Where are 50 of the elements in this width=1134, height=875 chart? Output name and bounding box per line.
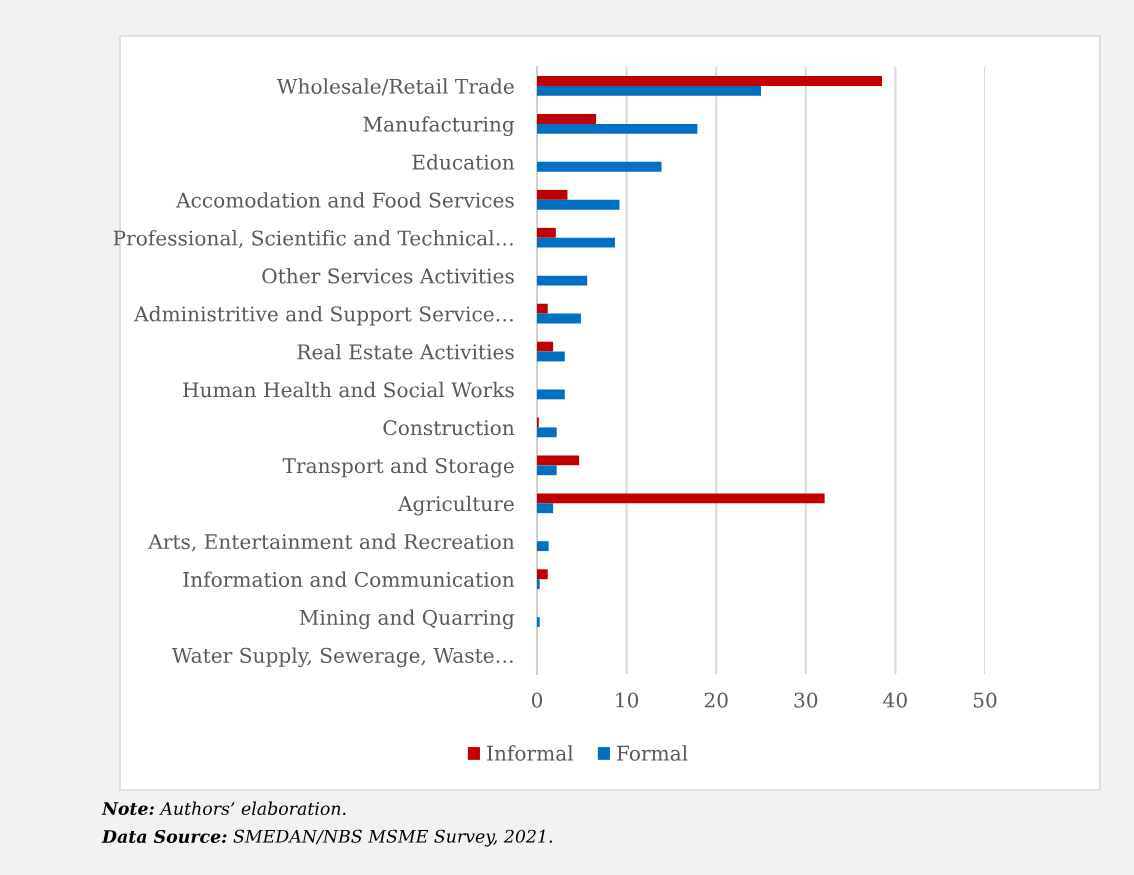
y-tick-label: Accomodation and Food Services (175, 192, 514, 208)
bar (537, 123, 698, 134)
bar (537, 227, 556, 238)
y-tick-label: Information and Communication (183, 571, 515, 588)
bar (537, 493, 825, 504)
source-note: Data Source: SMEDAN/NBS MSME Survey, 2021. (101, 829, 552, 847)
legend-label: Informal (487, 745, 574, 761)
legend-label: Formal (617, 745, 688, 761)
y-tick-label: Administritive and Support Service… (133, 305, 513, 326)
bar (537, 351, 565, 362)
y-tick-label: Other Services Activities (262, 268, 514, 284)
bar (537, 161, 662, 172)
bar (537, 465, 557, 476)
bar (537, 427, 557, 438)
x-tick-label: 50 (973, 692, 997, 708)
x-tick-label: 0 (531, 692, 543, 708)
bar (537, 85, 761, 96)
y-tick-label: Education (412, 154, 515, 170)
x-tick-label: 40 (883, 692, 907, 708)
bar (537, 189, 568, 200)
y-tick-label: Arts, Entertainment and Recreation (148, 533, 515, 552)
bar (537, 569, 548, 580)
y-tick-label: Agriculture (397, 495, 514, 516)
bar (537, 275, 588, 286)
text: Note: Authors’ elaboration. (101, 801, 346, 816)
bar (537, 341, 554, 352)
y-tick-label: Real Estate Activities (297, 343, 514, 360)
y-tick-label: Water Supply, Sewerage, Waste… (171, 647, 513, 668)
bar (537, 455, 580, 466)
bar (537, 114, 597, 124)
bar (537, 313, 581, 324)
x-tick-label: 30 (794, 692, 818, 708)
bar (537, 389, 565, 400)
bar (537, 303, 548, 314)
x-tick-label: 20 (704, 692, 728, 708)
bar (537, 76, 882, 86)
bar (537, 503, 554, 514)
bar (537, 617, 540, 627)
y-tick-label: Human Health and Social Works (183, 381, 514, 398)
x-tick-label: 10 (616, 692, 639, 708)
y-tick-label: Manufacturing (363, 116, 515, 137)
bar (537, 237, 615, 248)
y-tick-label: Transport and Storage (282, 457, 514, 478)
bar (537, 579, 540, 590)
bar (537, 199, 620, 210)
y-tick-label: Wholesale/Retail Trade (276, 78, 514, 96)
y-tick-label: Professional, Scientific and Technical… (113, 230, 513, 249)
y-tick-label: Construction (383, 420, 515, 436)
bar (537, 541, 549, 552)
y-tick-label: Mining and Quarring (299, 609, 515, 630)
